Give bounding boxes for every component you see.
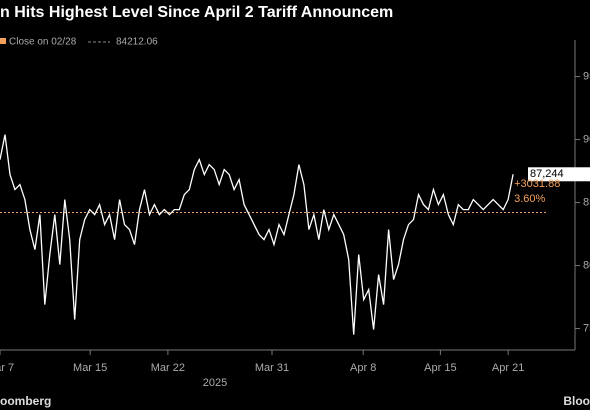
x-tick-label: Mar 15 [73, 362, 107, 374]
footer-left: oomberg [0, 394, 51, 408]
y-tick-label: 85,000 [583, 196, 590, 208]
x-tick-label: Mar 7 [0, 362, 14, 374]
price-line [0, 134, 514, 335]
x-tick-label: Apr 15 [424, 362, 456, 374]
legend-label: Close on 02/28 [9, 37, 77, 48]
change-pct-label: 3.60% [514, 193, 545, 205]
footer-right: Bloo [563, 394, 590, 408]
chart-title: n Hits Highest Level Since April 2 Tarif… [0, 4, 393, 21]
y-tick-label: 90,000 [583, 133, 590, 145]
y-tick-label: 95,000 [583, 70, 590, 82]
y-tick-label: 75,000 [583, 322, 590, 334]
end-tag-label: 87,244 [530, 168, 564, 180]
end-tag [528, 167, 590, 182]
x-tick-label: Apr 21 [492, 362, 524, 374]
change-label: +3031.88 [514, 178, 560, 190]
y-tick-label: 80,000 [583, 259, 590, 271]
year-label: 2025 [203, 377, 227, 389]
legend-value: 84212.06 [116, 37, 158, 48]
x-tick-label: Mar 22 [151, 362, 185, 374]
legend-swatch [0, 38, 6, 44]
x-tick-label: Mar 31 [255, 362, 289, 374]
x-tick-label: Apr 8 [350, 362, 376, 374]
